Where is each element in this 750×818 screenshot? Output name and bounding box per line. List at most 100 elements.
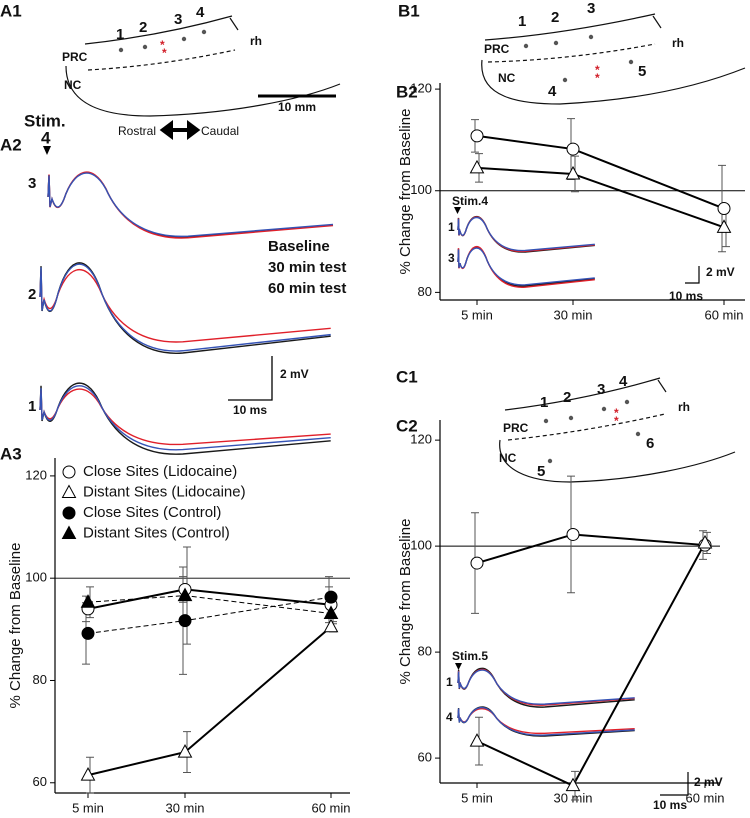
panel-label: A1 bbox=[0, 1, 22, 20]
stim-label: Stim.4 bbox=[452, 194, 488, 208]
legend-marker bbox=[62, 506, 76, 520]
site-label: 2 bbox=[563, 389, 571, 406]
rhinal-boundary bbox=[84, 15, 233, 45]
legend-marker bbox=[61, 484, 77, 498]
scale-label: 2 mV bbox=[694, 775, 723, 789]
legend-marker bbox=[62, 465, 76, 479]
x-tick-label: 5 min bbox=[461, 307, 493, 322]
site bbox=[553, 40, 559, 46]
site-label: 4 bbox=[619, 373, 628, 390]
series-line bbox=[87, 626, 332, 777]
scale-bar bbox=[685, 266, 700, 284]
nc-boundary bbox=[499, 439, 736, 483]
trace bbox=[458, 248, 595, 285]
panel-label: B2 bbox=[396, 82, 418, 101]
scale-label: 10 ms bbox=[653, 798, 687, 812]
trace bbox=[458, 668, 635, 707]
rhinal-boundary bbox=[504, 377, 661, 411]
trace-label: 3 bbox=[28, 175, 36, 192]
scale-label: 10 mm bbox=[278, 100, 316, 114]
trace bbox=[40, 264, 331, 351]
region-label: NC bbox=[498, 71, 516, 85]
region-label: NC bbox=[64, 78, 82, 92]
marker bbox=[470, 556, 484, 570]
x-tick-label: 60 min bbox=[704, 307, 743, 322]
lidocaine-mark: * bbox=[614, 406, 619, 420]
marker bbox=[565, 777, 581, 792]
site bbox=[523, 43, 529, 49]
y-tick-label: 60 bbox=[33, 774, 47, 789]
trace-label: 2 bbox=[28, 286, 36, 303]
b1-diagram: B1 * * 1 2 3 4 5 PRC NC rh bbox=[398, 0, 746, 105]
site bbox=[543, 418, 549, 424]
x-tick-label: 5 min bbox=[72, 800, 104, 815]
trace-label: 3 bbox=[448, 251, 455, 265]
trace bbox=[458, 247, 595, 288]
x-tick-label: 30 min bbox=[165, 800, 204, 815]
y-tick-label: 100 bbox=[410, 538, 432, 553]
site-label: 6 bbox=[646, 435, 654, 452]
panel-label: C1 bbox=[396, 367, 418, 386]
direction-arrow bbox=[159, 120, 201, 140]
x-tick-label: 60 min bbox=[311, 800, 350, 815]
legend-label: Distant Sites (Control) bbox=[83, 524, 230, 541]
y-tick-label: 60 bbox=[418, 750, 432, 765]
panel-label: C2 bbox=[396, 416, 418, 435]
trace bbox=[48, 173, 333, 236]
site bbox=[547, 458, 553, 464]
trace bbox=[40, 386, 331, 450]
site bbox=[118, 47, 124, 53]
stim-arrow bbox=[454, 207, 461, 214]
boundary bbox=[87, 49, 236, 71]
region-label: PRC bbox=[62, 50, 88, 64]
panel-label: A3 bbox=[0, 444, 22, 463]
marker bbox=[80, 594, 96, 608]
marker bbox=[323, 605, 339, 619]
stim-arrow bbox=[43, 146, 51, 155]
site bbox=[628, 59, 634, 65]
marker bbox=[566, 527, 580, 541]
lidocaine-mark: * bbox=[614, 414, 619, 428]
boundary bbox=[487, 43, 656, 63]
site bbox=[142, 44, 148, 50]
a1-diagram: A1 * * 1 2 3 4 PRC NC rh 10 mm Stim. 4 R… bbox=[0, 1, 341, 155]
trace-label: 1 bbox=[446, 675, 453, 689]
lidocaine-mark: * bbox=[595, 63, 600, 77]
site-label: 5 bbox=[638, 63, 646, 80]
legend-label: Close Sites (Control) bbox=[83, 504, 221, 521]
trace-label: 1 bbox=[448, 220, 455, 234]
x-tick-label: 30 min bbox=[553, 790, 592, 805]
site-label: 1 bbox=[540, 394, 548, 411]
site-label: 3 bbox=[597, 381, 605, 398]
marker bbox=[324, 590, 338, 604]
series-line bbox=[87, 588, 332, 610]
marker bbox=[469, 159, 485, 174]
x-tick-label: 30 min bbox=[553, 307, 592, 322]
site-label: 1 bbox=[518, 13, 526, 30]
y-axis-label: % Change from Baseline bbox=[7, 543, 24, 709]
region-label: rh bbox=[672, 36, 684, 50]
scale-label: 2 mV bbox=[706, 265, 735, 279]
rh-tick bbox=[652, 15, 662, 29]
region-label: PRC bbox=[484, 42, 510, 56]
rhinal-boundary bbox=[484, 13, 656, 41]
marker bbox=[716, 219, 732, 233]
scale-label: 10 ms bbox=[233, 403, 267, 417]
stim-label: Stim. bbox=[24, 111, 66, 130]
panel-label: B1 bbox=[398, 1, 420, 20]
stim-label: Stim.5 bbox=[452, 649, 488, 663]
region-label: rh bbox=[678, 400, 690, 414]
rh-tick bbox=[229, 17, 239, 31]
site bbox=[624, 399, 630, 405]
site-label: 4 bbox=[196, 4, 205, 21]
y-tick-label: 120 bbox=[25, 467, 47, 482]
boundary bbox=[507, 413, 666, 441]
lidocaine-mark: * bbox=[160, 38, 165, 52]
y-tick-label: 120 bbox=[410, 81, 432, 96]
a2-traces: A2 3 2 1 Baseline 30 min test 60 min tes… bbox=[0, 135, 346, 417]
y-axis-label: % Change from Baseline bbox=[397, 109, 414, 275]
trace-label: 1 bbox=[28, 398, 36, 415]
series-line bbox=[476, 134, 725, 210]
marker bbox=[323, 618, 339, 633]
legend-marker bbox=[61, 525, 77, 539]
